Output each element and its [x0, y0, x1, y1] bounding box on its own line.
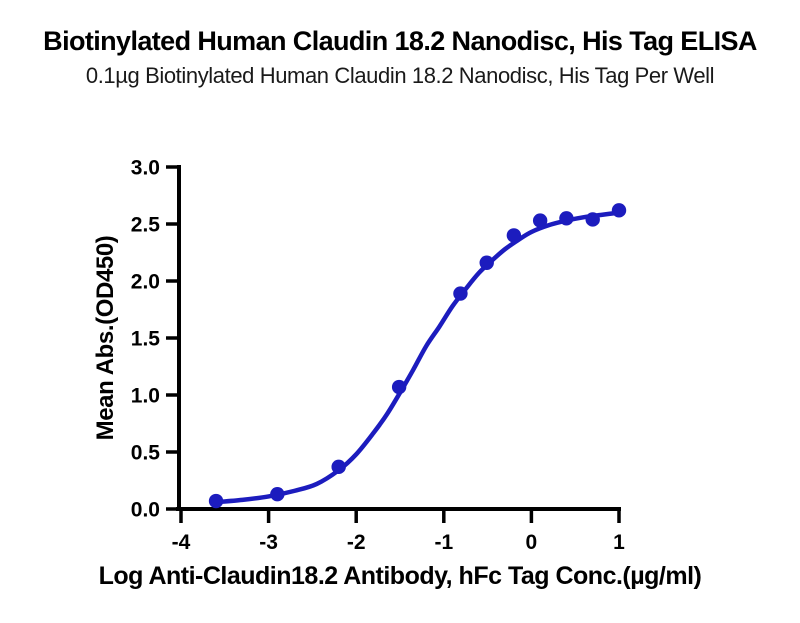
fit-curve-path	[213, 210, 622, 505]
data-point-marker	[506, 228, 522, 243]
x-tick-label: -4	[172, 531, 191, 554]
data-point-marker	[585, 212, 600, 227]
x-tick-label: -3	[259, 531, 278, 554]
data-point-marker	[611, 203, 627, 218]
x-tick-label: -2	[347, 531, 366, 554]
y-tick-label: 1.0	[131, 385, 160, 408]
data-point-marker	[479, 255, 494, 270]
y-tick-label: 3.0	[131, 157, 160, 180]
y-tick-label: 2.0	[131, 271, 160, 294]
fit-curve	[213, 210, 622, 505]
x-axis-label: Log Anti-Claudin18.2 Antibody, hFc Tag C…	[98, 562, 702, 590]
y-axis-label: Mean Abs.(OD450)	[92, 235, 119, 441]
x-tick-label: 0	[526, 531, 538, 554]
data-point-marker	[453, 286, 468, 301]
y-tick-label: 2.5	[131, 214, 161, 237]
data-point-marker	[391, 379, 407, 395]
data-point-marker	[208, 493, 224, 509]
x-tick-label: -1	[434, 531, 453, 554]
data-point-marker	[559, 211, 574, 226]
y-tick-label: 0.5	[131, 442, 161, 465]
data-points	[208, 203, 627, 509]
data-point-marker	[270, 486, 285, 502]
data-point-marker	[532, 213, 548, 228]
chart-subtitle: 0.1µg Biotinylated Human Claudin 18.2 Na…	[85, 63, 715, 88]
x-tick-label: 1	[613, 531, 625, 554]
y-tick-label: 0.0	[131, 499, 160, 522]
tick-labels: 0.0 0.5 1.0 1.5 2.0 2.5 3.0 -4 -3 -2 -1 0 1	[131, 157, 625, 555]
data-point-marker	[331, 459, 346, 475]
y-tick-label: 1.5	[131, 328, 161, 351]
chart-title: Biotinylated Human Claudin 18.2 Nanodisc…	[43, 26, 757, 56]
axes	[166, 165, 621, 523]
